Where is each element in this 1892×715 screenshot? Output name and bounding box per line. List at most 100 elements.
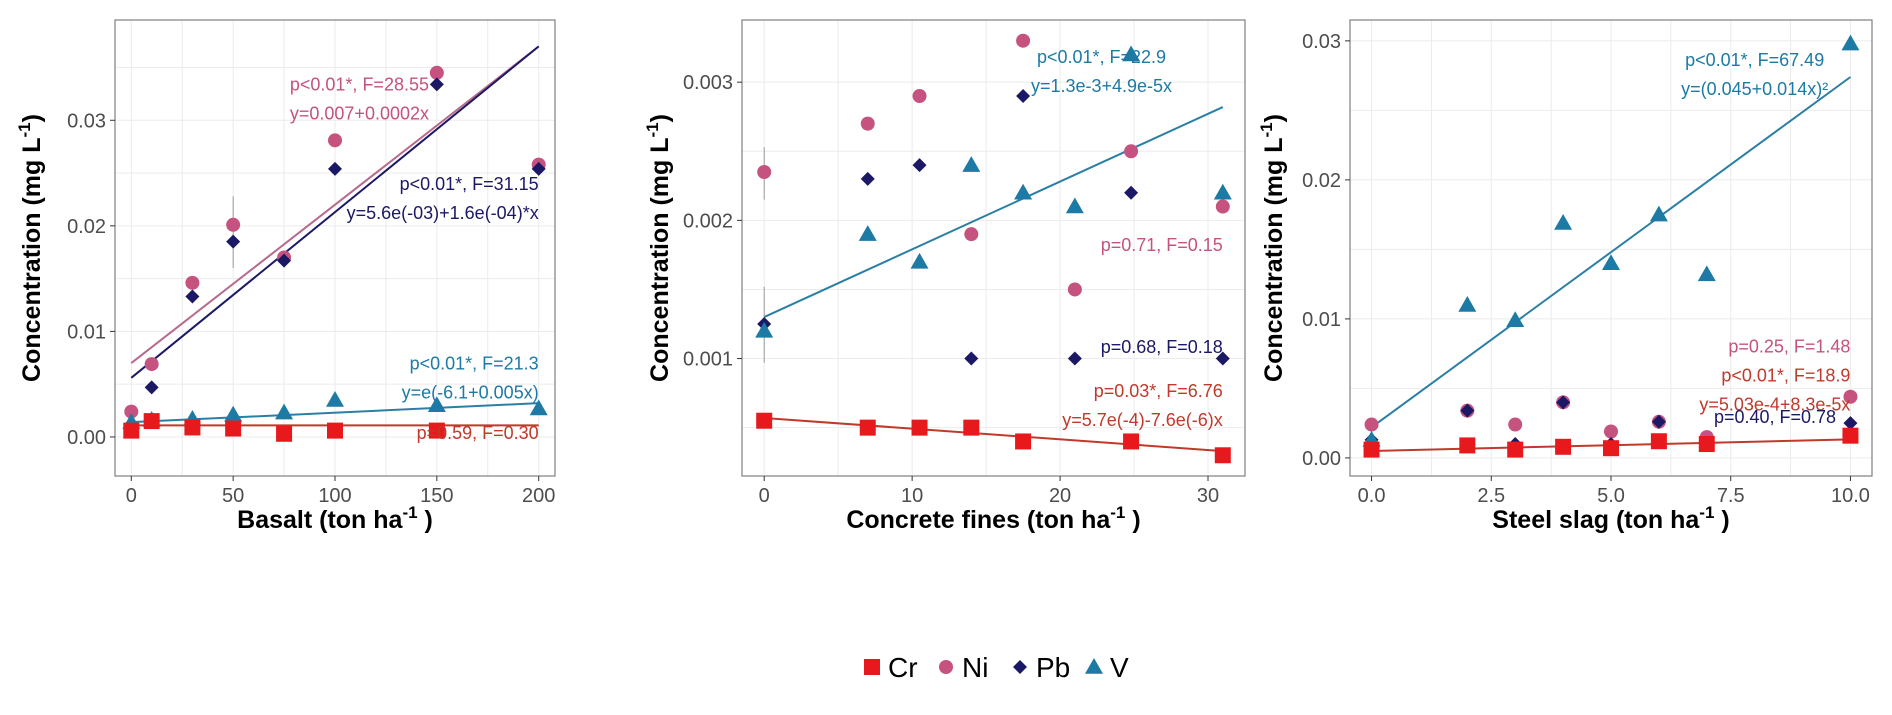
v-point — [275, 403, 294, 420]
x-tick-label: 10 — [901, 485, 923, 507]
v-point — [529, 399, 548, 416]
x-tick-label: 7.5 — [1717, 485, 1745, 507]
pb-point — [1460, 403, 1475, 418]
x-tick-label: 100 — [318, 485, 351, 507]
cr-legend-label: Cr — [888, 652, 918, 683]
pb-point — [964, 351, 979, 366]
pb-point — [531, 161, 546, 176]
cr-point — [1214, 447, 1231, 464]
ni-point — [144, 357, 159, 372]
legend: Cr Ni Pb V — [864, 652, 1129, 683]
v-point — [1506, 311, 1525, 328]
ni-stat-annotation: y=0.007+0.0002x — [290, 104, 429, 124]
ni-point — [912, 89, 927, 103]
pb-point — [328, 161, 342, 176]
pb-point — [429, 77, 444, 92]
ni-point — [1508, 417, 1523, 432]
ni-point — [964, 227, 979, 242]
v-point — [1602, 254, 1620, 271]
v-point — [1122, 45, 1141, 62]
v-point — [858, 225, 877, 241]
pb-point — [277, 253, 292, 268]
y-tick-label: 0.00 — [1302, 448, 1341, 470]
x-tick-label: 0.0 — [1358, 485, 1386, 507]
cr-fit-line — [764, 416, 1223, 453]
cr-point — [143, 413, 160, 430]
basalt-panel: 0 50 100 150 200 0.00 0.01 0.02 0.03 Basalt (ton … — [15, 19, 556, 534]
pb-point — [144, 380, 159, 395]
pb-legend-label: Pb — [1036, 652, 1070, 683]
ni-stat-annotation: p=0.71, F=0.15 — [1101, 235, 1223, 255]
x-axis-title: Steel slag (ton ha-1 ) — [1492, 503, 1729, 534]
pb-point — [912, 158, 927, 173]
cr-point — [859, 419, 876, 436]
x-axis-title: Basalt (ton ha-1 ) — [237, 503, 433, 534]
y-axis-title: Concentration (mg L-1) — [643, 114, 674, 382]
cr-point — [1603, 440, 1619, 457]
pb-point — [185, 289, 200, 304]
cr-point — [327, 422, 343, 439]
v-stat-annotation: y=(0.045+0.014x)² — [1681, 79, 1828, 99]
cr-stat-annotation: y=5.03e-4+8.3e-5x — [1699, 394, 1850, 414]
ni-point — [328, 133, 342, 148]
pb-point — [1651, 414, 1666, 429]
cr-stat-annotation: y=5.7e(-4)-7.6e(-6)x — [1062, 410, 1223, 430]
v-fit-line — [763, 106, 1224, 319]
ni-point — [1843, 389, 1858, 404]
x-tick-label: 20 — [1049, 485, 1071, 507]
y-tick-label: 0.03 — [1302, 31, 1341, 53]
pb-stat-annotation: p=0.40, F=0.78 — [1714, 407, 1836, 427]
v-point — [224, 405, 243, 422]
pb-fit-line — [130, 45, 540, 379]
cr-point — [1015, 433, 1032, 450]
pb-point — [1124, 185, 1139, 200]
cr-point — [184, 419, 201, 436]
ni-stat-annotation: p=0.25, F=1.48 — [1728, 336, 1850, 356]
x-tick-label: 2.5 — [1477, 485, 1505, 507]
v-point — [1697, 265, 1716, 282]
cr-point — [1698, 436, 1715, 453]
x-tick-label: 50 — [222, 485, 244, 507]
ni-stat-annotation: p<0.01*, F=28.55 — [290, 75, 429, 95]
y-tick-label: 0.01 — [67, 321, 106, 343]
cr-point — [276, 425, 293, 442]
cr-point — [123, 422, 140, 439]
pb-point — [1556, 395, 1571, 410]
grid — [1350, 20, 1872, 476]
x-tick-label: 150 — [420, 485, 453, 507]
y-axis-title: Concentration (mg L-1) — [15, 114, 46, 382]
pb-point — [226, 234, 241, 249]
y-tick-label: 0.03 — [67, 110, 106, 132]
pb-stat-annotation: p=0.68, F=0.18 — [1101, 337, 1223, 357]
v-point — [1649, 205, 1668, 222]
y-tick-label: 0.002 — [683, 210, 733, 232]
pb-point — [1067, 351, 1082, 366]
ni-point — [185, 275, 200, 290]
pb-point — [860, 171, 875, 186]
pb-stat-annotation: y=5.6e(-03)+1.6e(-04)*x — [347, 203, 539, 223]
ni-point — [1067, 282, 1082, 297]
pb-point — [1016, 89, 1031, 103]
ni-legend-label: Ni — [962, 652, 988, 683]
x-tick-label: 200 — [522, 485, 555, 507]
cr-point — [1842, 427, 1859, 444]
v-point — [1554, 213, 1573, 230]
cr-stat-annotation: p<0.01*, F=18.9 — [1721, 365, 1850, 385]
pb-point — [1843, 416, 1858, 431]
v-fit-line — [1370, 76, 1852, 429]
cr-point — [963, 419, 980, 436]
cr-point — [1650, 433, 1667, 450]
ni-point — [1364, 417, 1379, 432]
panel-border — [741, 19, 1246, 477]
v-point — [427, 396, 446, 413]
v-fit-line — [131, 402, 539, 424]
ni-fit-line — [130, 45, 540, 364]
cr-point — [1459, 437, 1476, 454]
cr-stat-annotation: p=0.03*, F=6.76 — [1094, 381, 1223, 401]
pb-legend-key — [1013, 660, 1027, 674]
ni-point — [124, 404, 139, 419]
steel-slag-panel: 0.0 2.5 5.0 7.5 10.0 0.00 0.01 0.02 0.03 Steel sl… — [1257, 19, 1873, 534]
v-stat-annotation: p<0.01*, F=67.49 — [1685, 50, 1824, 70]
pb-point — [1215, 351, 1230, 366]
